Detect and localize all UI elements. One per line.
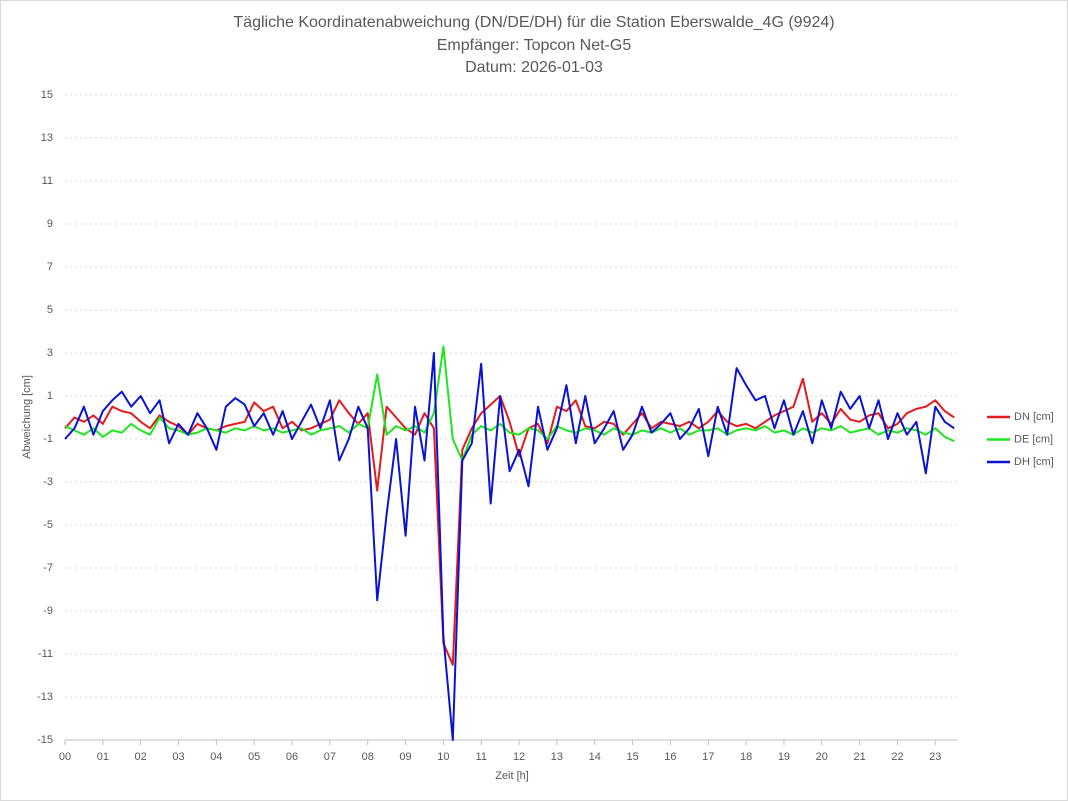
x-tick-label: 23 bbox=[929, 751, 941, 763]
y-tick-label: -3 bbox=[43, 476, 53, 488]
x-tick-label: 20 bbox=[816, 751, 828, 763]
x-tick-label: 18 bbox=[740, 751, 752, 763]
x-tick-label: 08 bbox=[362, 751, 374, 763]
y-tick-label: -13 bbox=[37, 691, 53, 703]
y-tick-label: -11 bbox=[38, 648, 53, 660]
x-tick-label: 07 bbox=[324, 751, 336, 763]
x-tick-label: 02 bbox=[135, 751, 147, 763]
x-tick-label: 09 bbox=[399, 751, 411, 763]
y-tick-label: -1 bbox=[43, 433, 53, 445]
chart-subtitle: Empfänger: Topcon Net-G5 bbox=[437, 37, 632, 54]
y-tick-label: -5 bbox=[43, 519, 53, 531]
y-tick-label: 11 bbox=[42, 175, 53, 187]
x-tick-label: 05 bbox=[248, 751, 260, 763]
x-tick-label: 10 bbox=[437, 751, 449, 763]
x-tick-label: 11 bbox=[476, 751, 487, 763]
x-tick-label: 01 bbox=[97, 751, 109, 763]
y-tick-label: -7 bbox=[43, 562, 53, 574]
x-tick-label: 21 bbox=[853, 751, 865, 763]
x-tick-label: 17 bbox=[702, 751, 714, 763]
y-tick-label: -15 bbox=[37, 734, 53, 746]
y-tick-label: 7 bbox=[47, 261, 53, 273]
y-tick-label: 3 bbox=[47, 347, 53, 359]
y-tick-label: 5 bbox=[47, 304, 53, 316]
data-line bbox=[64, 345, 955, 462]
x-axis-label: Zeit [h] bbox=[495, 770, 529, 782]
y-tick-label: 1 bbox=[47, 390, 53, 402]
x-tick-label: 03 bbox=[172, 751, 184, 763]
y-tick-label: 9 bbox=[47, 218, 53, 230]
data-line bbox=[64, 352, 955, 741]
legend-label: DH [cm] bbox=[1014, 456, 1054, 468]
x-tick-label: 06 bbox=[286, 751, 298, 763]
x-tick-label: 14 bbox=[589, 751, 601, 763]
y-axis-label: Abweichung [cm] bbox=[21, 375, 33, 459]
x-tick-label: 16 bbox=[664, 751, 676, 763]
legend-label: DN [cm] bbox=[1014, 411, 1054, 423]
x-tick-label: 19 bbox=[778, 751, 790, 763]
x-tick-label: 22 bbox=[891, 751, 903, 763]
x-tick-label: 04 bbox=[210, 751, 222, 763]
legend-label: DE [cm] bbox=[1014, 433, 1053, 445]
x-tick-label: 13 bbox=[551, 751, 563, 763]
x-tick-label: 00 bbox=[59, 751, 71, 763]
y-tick-label: -9 bbox=[43, 605, 53, 617]
x-tick-label: 15 bbox=[626, 751, 638, 763]
y-tick-label: 15 bbox=[41, 89, 53, 101]
chart-title: Tägliche Koordinatenabweichung (DN/DE/DH… bbox=[233, 14, 834, 31]
x-tick-label: 12 bbox=[513, 751, 525, 763]
y-tick-label: 13 bbox=[41, 132, 53, 144]
chart-subtitle: Datum: 2026-01-03 bbox=[465, 59, 603, 76]
